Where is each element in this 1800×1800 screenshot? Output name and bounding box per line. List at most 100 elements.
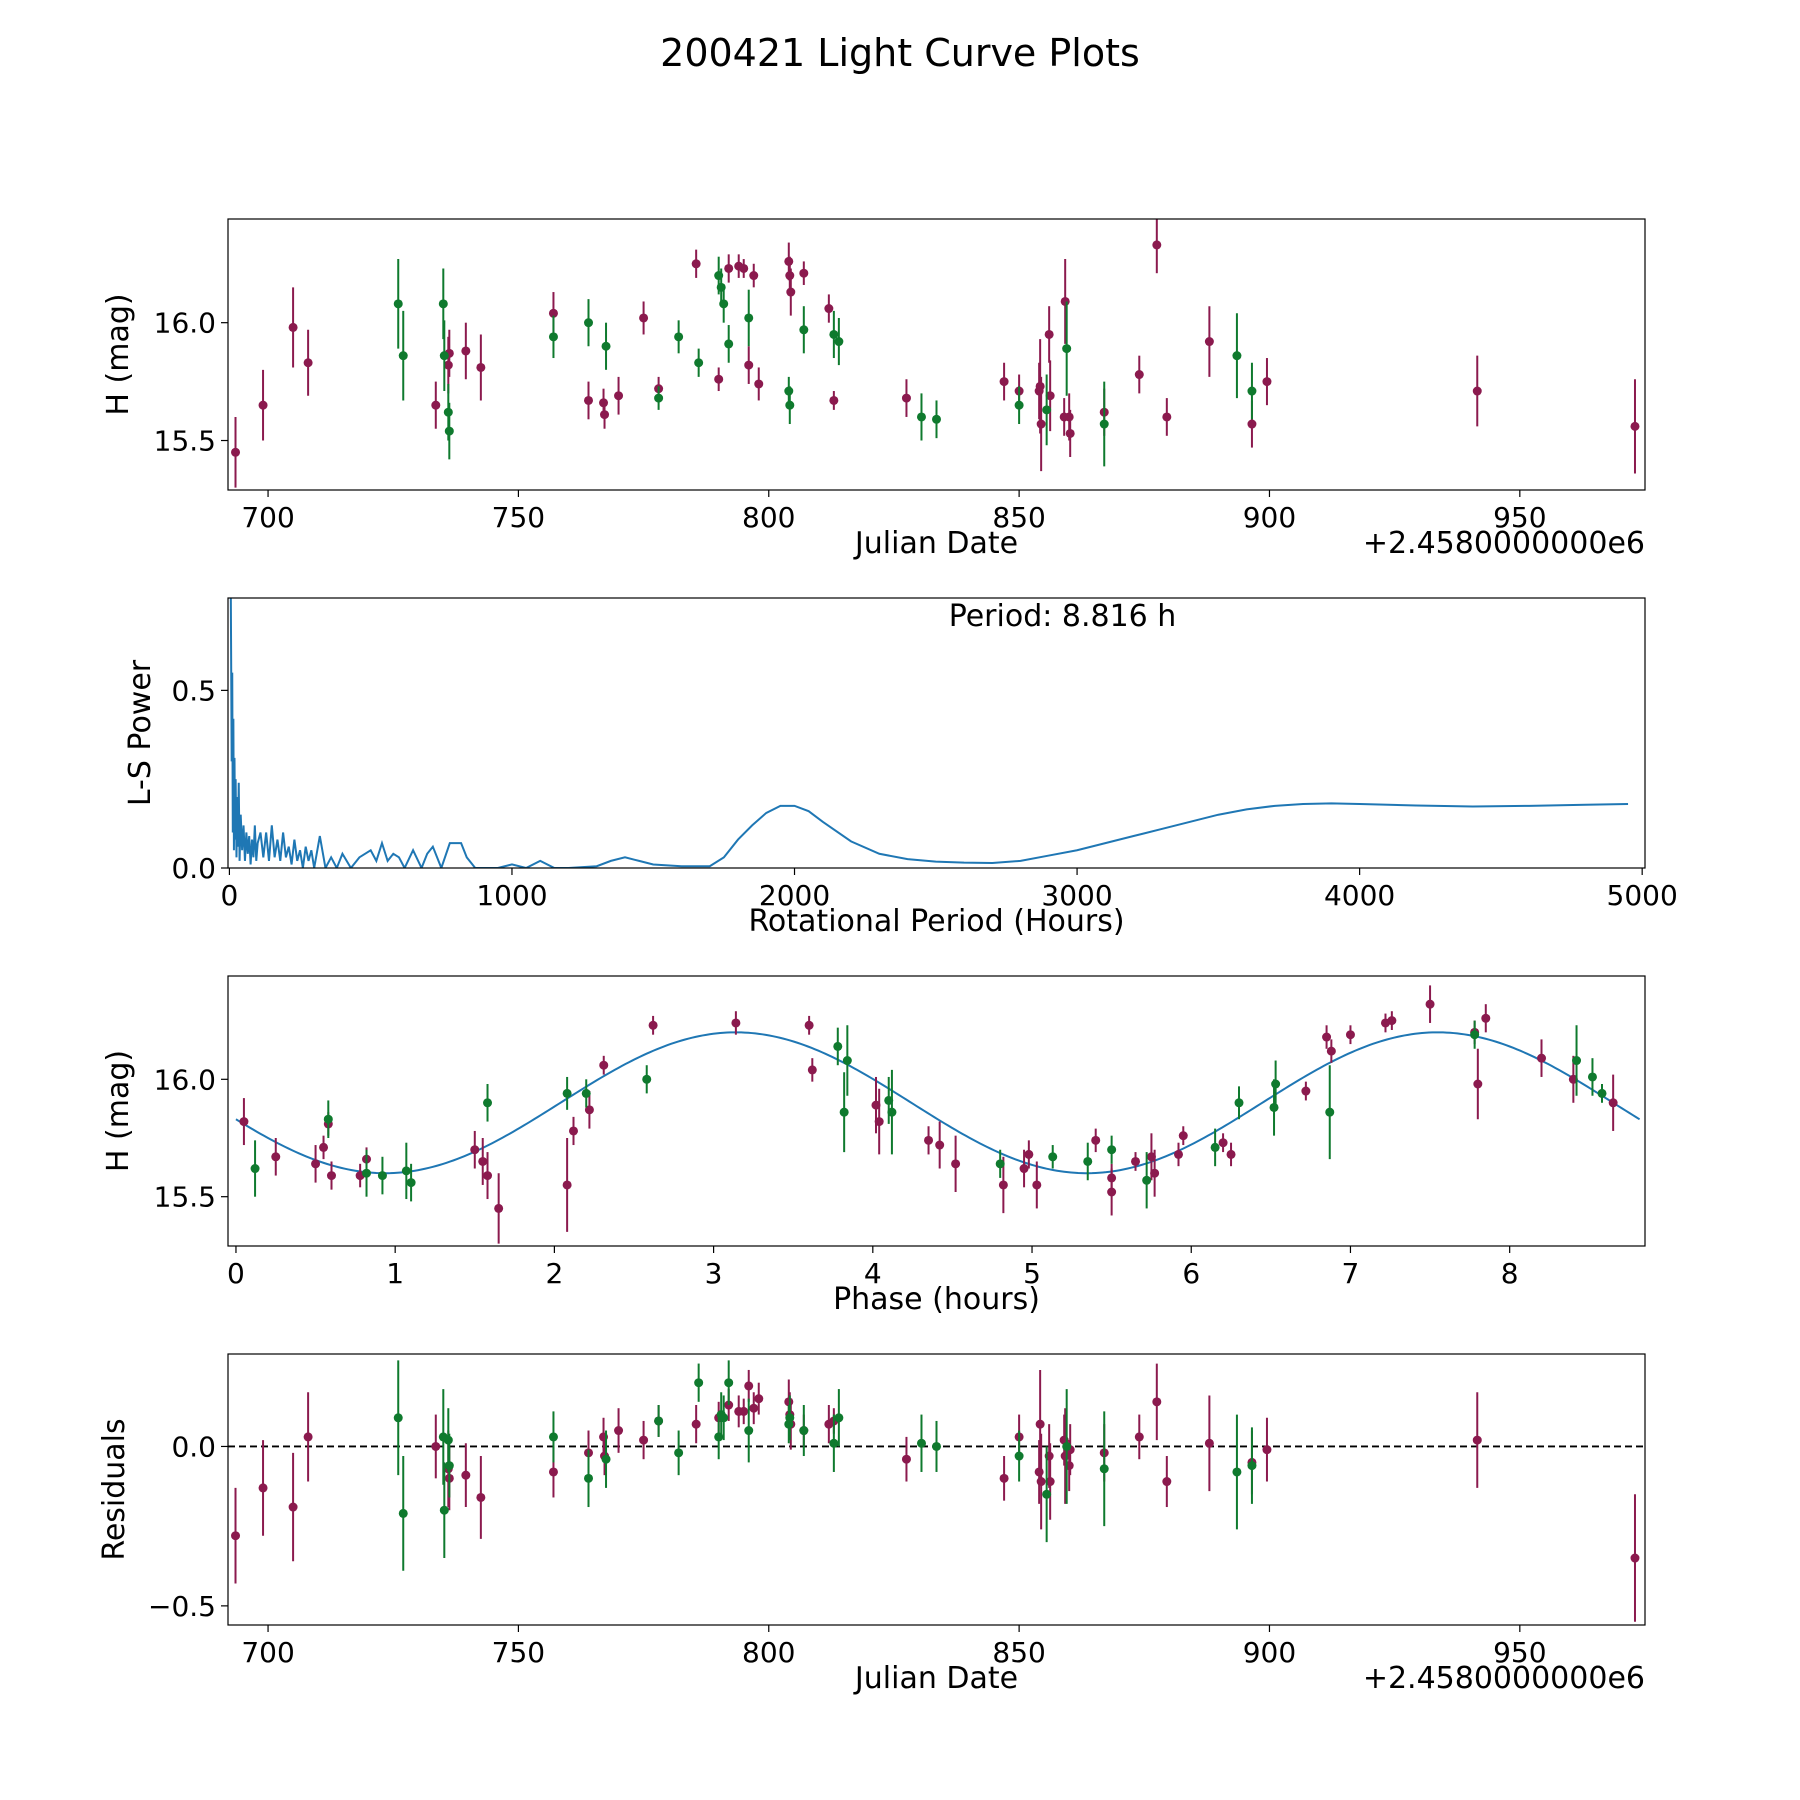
data-point: [874, 1117, 884, 1127]
data-point: [674, 1448, 684, 1458]
data-point: [916, 1438, 926, 1448]
data-point: [744, 1426, 754, 1436]
data-point: [614, 1426, 624, 1436]
data-point: [443, 360, 453, 370]
fit-curve: [235, 1031, 1641, 1175]
data-point: [691, 259, 701, 269]
x-tick-label: 2: [545, 1257, 563, 1290]
data-point: [924, 1135, 934, 1145]
data-point: [584, 1105, 594, 1115]
axes-frame: [227, 975, 1646, 1247]
data-point: [319, 1142, 329, 1152]
data-point: [1035, 381, 1045, 391]
data-point: [754, 1394, 764, 1404]
x-tick-label: 1: [386, 1257, 404, 1290]
data-point: [1099, 1464, 1109, 1474]
y-axis-label: L-S Power: [123, 659, 158, 806]
plot-area: [228, 1360, 1645, 1622]
data-point: [1218, 1138, 1228, 1148]
plot-area: [229, 598, 1629, 868]
x-axis-label: Julian Date: [853, 1661, 1018, 1696]
data-point: [1162, 412, 1172, 422]
data-point: [1042, 1489, 1052, 1499]
data-point: [1178, 1131, 1188, 1141]
data-point: [784, 1397, 794, 1407]
x-tick-label: 5: [1023, 1257, 1041, 1290]
x-tick-label: 850: [992, 1636, 1045, 1669]
period-annotation: Period: 8.816 h: [949, 599, 1177, 634]
data-point: [1014, 400, 1024, 410]
data-point: [1044, 329, 1054, 339]
data-point: [476, 1492, 486, 1502]
x-offset-label: +2.4580000000e6: [1363, 526, 1645, 561]
data-point: [1048, 1152, 1058, 1162]
data-point: [548, 1467, 558, 1477]
data-point: [1083, 1156, 1093, 1166]
x-axis-label: Phase (hours): [833, 1282, 1040, 1317]
data-point: [439, 1505, 449, 1515]
data-point: [581, 1088, 591, 1098]
data-point: [1150, 1168, 1160, 1178]
data-point: [829, 329, 839, 339]
data-point: [744, 360, 754, 370]
data-point: [401, 1166, 411, 1176]
data-point: [584, 318, 594, 328]
data-point: [719, 1413, 729, 1423]
data-point: [784, 386, 794, 396]
x-tick-label: 7: [1342, 1257, 1360, 1290]
chart-lc: 700 750 800 850 900 950 15.5 16.0 Julian Date H (…: [101, 218, 1646, 561]
data-point: [887, 1107, 897, 1117]
data-point: [998, 1180, 1008, 1190]
data-point: [1247, 419, 1257, 429]
data-point: [258, 400, 268, 410]
data-point: [444, 426, 454, 436]
data-point: [323, 1114, 333, 1124]
data-point: [431, 1441, 441, 1451]
data-point: [1204, 337, 1214, 347]
data-point: [1152, 240, 1162, 250]
data-point: [799, 1426, 809, 1436]
data-point: [461, 346, 471, 356]
x-tick-label: 700: [241, 501, 294, 534]
data-point: [1210, 1142, 1220, 1152]
y-axis-label: Residuals: [97, 1418, 132, 1560]
x-tick-label: 750: [492, 501, 545, 534]
data-point: [724, 1378, 734, 1388]
data-point: [799, 268, 809, 278]
data-point: [1234, 1098, 1244, 1108]
data-point: [288, 322, 298, 332]
axes-frame: [227, 597, 1646, 869]
data-point: [1608, 1098, 1618, 1108]
data-point: [639, 313, 649, 323]
data-point: [694, 1378, 704, 1388]
data-point: [1572, 1056, 1582, 1066]
data-point: [1014, 1451, 1024, 1461]
x-tick-label: 4000: [1324, 879, 1395, 912]
data-point: [932, 1441, 941, 1451]
data-point: [1036, 1477, 1046, 1487]
y-tick-label: 16.0: [154, 307, 216, 340]
axes-frame: [227, 218, 1646, 491]
data-point: [562, 1088, 572, 1098]
data-point: [1630, 421, 1640, 431]
data-point: [311, 1159, 321, 1169]
data-point: [799, 325, 809, 335]
data-point: [1152, 1397, 1162, 1407]
data-point: [1269, 1102, 1279, 1112]
data-point: [1587, 1072, 1597, 1082]
data-point: [1099, 419, 1109, 429]
data-point: [1134, 1432, 1144, 1442]
data-point: [303, 1432, 313, 1442]
data-point: [1425, 999, 1435, 1009]
data-point: [303, 358, 313, 368]
data-point: [1107, 1145, 1117, 1155]
data-point: [1045, 391, 1055, 401]
x-tick-label: 5000: [1607, 879, 1678, 912]
data-point: [744, 313, 754, 323]
data-point: [839, 1107, 849, 1117]
data-point: [562, 1180, 572, 1190]
data-point: [1134, 370, 1144, 380]
x-tick-label: 0: [227, 1257, 245, 1290]
data-point: [1322, 1032, 1332, 1042]
